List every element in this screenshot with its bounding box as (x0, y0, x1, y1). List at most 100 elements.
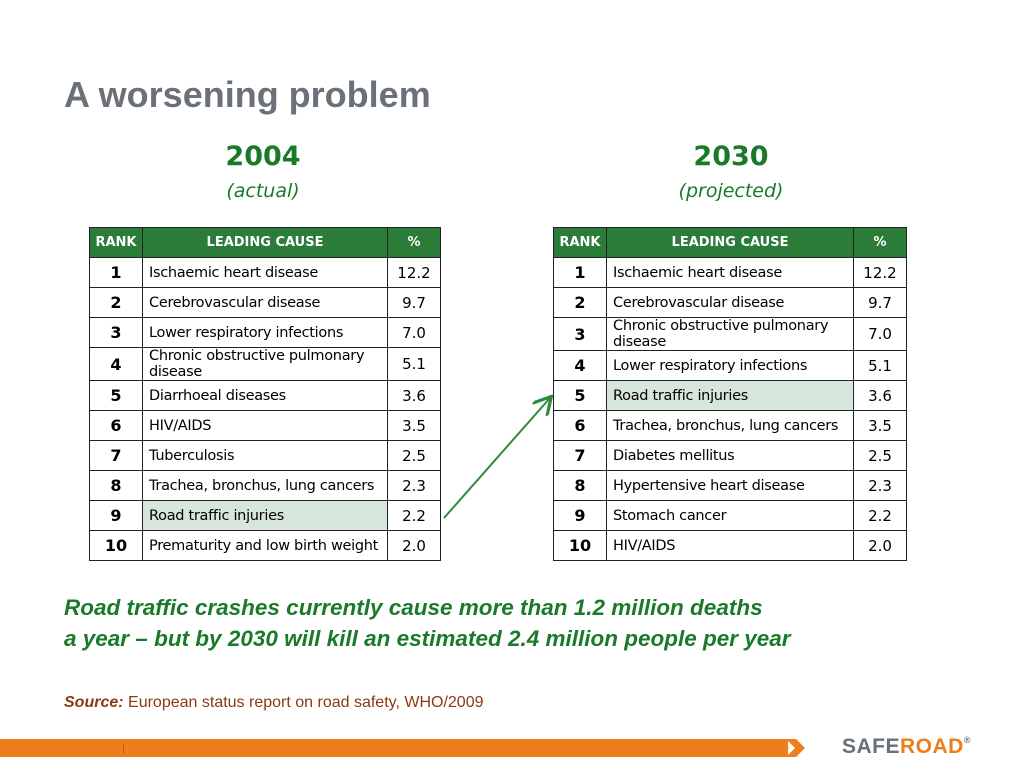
logo-road: ROAD (900, 735, 964, 758)
table-row: 1 Ischaemic heart disease 12.2 (553, 257, 907, 288)
cause-cell: Cerebrovascular disease (142, 287, 388, 318)
rank-cell: 10 (553, 530, 607, 561)
source-label: Source: (64, 694, 124, 711)
pct-cell: 2.5 (853, 440, 907, 471)
rank-cell: 6 (553, 410, 607, 441)
cause-cell: Tuberculosis (142, 440, 388, 471)
rank-header: RANK (89, 227, 143, 258)
rank-cell: 2 (553, 287, 607, 318)
table-row: 2 Cerebrovascular disease 9.7 (89, 287, 441, 318)
statement-line-1: Road traffic crashes currently cause mor… (64, 595, 763, 620)
pct-cell: 3.6 (853, 380, 907, 411)
rank-cell: 9 (89, 500, 143, 531)
rank-cell: 8 (89, 470, 143, 501)
cause-header: LEADING CAUSE (142, 227, 388, 258)
rank-cell: 7 (553, 440, 607, 471)
table-header-row: RANK LEADING CAUSE % (89, 227, 441, 258)
cause-cell: Road traffic injuries (142, 500, 388, 531)
pct-cell: 7.0 (387, 317, 441, 348)
table-row: 9 Stomach cancer 2.2 (553, 500, 907, 531)
pct-cell: 9.7 (853, 287, 907, 318)
year-subtitle: (actual) (226, 180, 300, 202)
slide-title: A worsening problem (64, 74, 431, 115)
cause-cell: Cerebrovascular disease (606, 287, 854, 318)
table-row: 8 Hypertensive heart disease 2.3 (553, 470, 907, 501)
pct-cell: 7.0 (853, 317, 907, 351)
rank-cell: 6 (89, 410, 143, 441)
table-row: 3 Lower respiratory infections 7.0 (89, 317, 441, 348)
statement-line-2: a year – but by 2030 will kill an estima… (64, 626, 791, 651)
table-row: 6 Trachea, bronchus, lung cancers 3.5 (553, 410, 907, 441)
pct-cell: 2.0 (853, 530, 907, 561)
rank-cell: 3 (89, 317, 143, 348)
causes-table-2030: RANK LEADING CAUSE % 1 Ischaemic heart di… (553, 227, 907, 561)
causes-table-2004: RANK LEADING CAUSE % 1 Ischaemic heart di… (89, 227, 441, 561)
pct-cell: 3.5 (853, 410, 907, 441)
pct-header: % (853, 227, 907, 258)
table-row: 7 Diabetes mellitus 2.5 (553, 440, 907, 471)
cause-cell: Trachea, bronchus, lung cancers (142, 470, 388, 501)
pct-cell: 2.5 (387, 440, 441, 471)
pct-cell: 12.2 (387, 257, 441, 288)
table-row: 10 HIV/AIDS 2.0 (553, 530, 907, 561)
table-row: 9 Road traffic injuries 2.2 (89, 500, 441, 531)
pct-cell: 5.1 (387, 347, 441, 381)
cause-cell: Stomach cancer (606, 500, 854, 531)
table-row: 1 Ischaemic heart disease 12.2 (89, 257, 441, 288)
footer-bar (0, 739, 788, 757)
pct-cell: 2.2 (387, 500, 441, 531)
table-row: 6 HIV/AIDS 3.5 (89, 410, 441, 441)
pct-cell: 2.3 (387, 470, 441, 501)
rank-cell: 7 (89, 440, 143, 471)
table-body: 1 Ischaemic heart disease 12.2 2 Cerebrovasc… (553, 257, 907, 561)
cause-cell: Diabetes mellitus (606, 440, 854, 471)
year-subtitle: (projected) (678, 180, 784, 202)
table-row: 4 Lower respiratory infections 5.1 (553, 350, 907, 381)
pct-header: % (387, 227, 441, 258)
source-text: European status report on road safety, W… (128, 694, 484, 711)
table-row: 2 Cerebrovascular disease 9.7 (553, 287, 907, 318)
logo-registered-mark: ® (963, 735, 971, 745)
logo-safe: SAFE (842, 735, 901, 758)
key-statement: Road traffic crashes currently cause mor… (64, 592, 791, 654)
cause-cell: Trachea, bronchus, lung cancers (606, 410, 854, 441)
source-citation: Source: European status report on road s… (64, 694, 483, 712)
pct-cell: 3.5 (387, 410, 441, 441)
rank-cell: 5 (553, 380, 607, 411)
pct-cell: 2.3 (853, 470, 907, 501)
pct-cell: 2.0 (387, 530, 441, 561)
rank-cell: 2 (89, 287, 143, 318)
saferoad-logo: SAFEROAD® (842, 735, 971, 759)
rank-cell: 10 (89, 530, 143, 561)
table-row: 5 Road traffic injuries 3.6 (553, 380, 907, 411)
year-block-2030: 2030 (projected) (581, 140, 881, 204)
year-heading: 2004 (225, 141, 301, 172)
table-row: 8 Trachea, bronchus, lung cancers 2.3 (89, 470, 441, 501)
pct-cell: 3.6 (387, 380, 441, 411)
year-heading: 2030 (693, 141, 769, 172)
cause-cell: Ischaemic heart disease (142, 257, 388, 288)
rank-cell: 1 (89, 257, 143, 288)
cause-cell: Hypertensive heart disease (606, 470, 854, 501)
table-row: 7 Tuberculosis 2.5 (89, 440, 441, 471)
rank-cell: 1 (553, 257, 607, 288)
cause-cell: HIV/AIDS (142, 410, 388, 441)
cause-cell: Lower respiratory infections (142, 317, 388, 348)
cause-cell: Prematurity and low birth weight (142, 530, 388, 561)
rank-cell: 4 (89, 347, 143, 381)
cause-cell: Chronic obstructive pulmonary disease (142, 347, 388, 381)
rank-header: RANK (553, 227, 607, 258)
rank-cell: 4 (553, 350, 607, 381)
pct-cell: 12.2 (853, 257, 907, 288)
pct-cell: 2.2 (853, 500, 907, 531)
table-row: 3 Chronic obstructive pulmonary disease 7.… (553, 317, 907, 351)
cause-cell: Ischaemic heart disease (606, 257, 854, 288)
table-body: 1 Ischaemic heart disease 12.2 2 Cerebrovasc… (89, 257, 441, 561)
footer-divider (123, 744, 124, 754)
rank-cell: 9 (553, 500, 607, 531)
cause-cell: Chronic obstructive pulmonary disease (606, 317, 854, 351)
rank-cell: 8 (553, 470, 607, 501)
rank-cell: 5 (89, 380, 143, 411)
table-row: 4 Chronic obstructive pulmonary disease 5.… (89, 347, 441, 381)
cause-cell: Diarrhoeal diseases (142, 380, 388, 411)
